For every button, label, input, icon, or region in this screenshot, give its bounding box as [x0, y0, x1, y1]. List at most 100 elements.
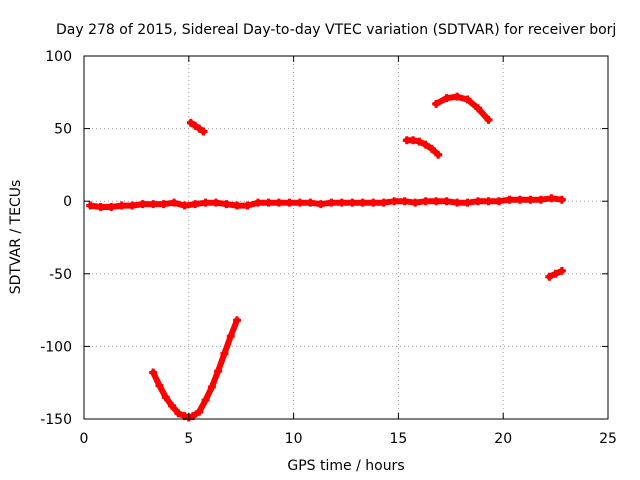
data-point — [159, 200, 168, 209]
data-point — [348, 198, 357, 207]
x-axis-label: GPS time / hours — [287, 458, 404, 474]
data-point — [545, 272, 554, 281]
data-point — [117, 201, 126, 210]
data-point — [536, 195, 545, 204]
y-tick-label: 50 — [54, 122, 72, 138]
data-point — [207, 383, 216, 392]
data-point — [128, 201, 137, 210]
data-points — [86, 92, 566, 422]
y-tick-label: -100 — [40, 339, 72, 355]
data-point — [415, 137, 424, 146]
data-point — [358, 198, 367, 207]
x-tick-label: 20 — [494, 431, 512, 447]
data-point — [379, 198, 388, 207]
x-tick-label: 25 — [599, 431, 617, 447]
chart-title: Day 278 of 2015, Sidereal Day-to-day VTE… — [56, 22, 616, 38]
data-point — [149, 200, 158, 209]
series-arc-1 — [186, 118, 208, 136]
series-arc-3 — [432, 92, 493, 124]
data-point — [557, 195, 566, 204]
data-point — [253, 198, 262, 207]
data-point — [174, 409, 183, 418]
data-point — [295, 198, 304, 207]
data-point — [484, 197, 493, 206]
data-point — [222, 200, 231, 209]
y-tick-label: -150 — [40, 412, 72, 428]
data-point — [161, 393, 170, 402]
data-point — [515, 195, 524, 204]
data-point — [369, 198, 378, 207]
data-point — [306, 198, 315, 207]
plot-frame — [83, 55, 609, 420]
data-point — [186, 118, 195, 127]
data-point — [421, 140, 430, 149]
data-point — [421, 197, 430, 206]
data-point — [551, 269, 560, 278]
data-point — [484, 115, 493, 124]
data-point — [411, 198, 420, 207]
data-point — [337, 198, 346, 207]
data-point — [191, 200, 200, 209]
x-tick-label: 0 — [80, 431, 89, 447]
data-point — [434, 150, 443, 159]
data-point — [495, 197, 504, 206]
data-point — [233, 316, 242, 325]
data-point — [316, 200, 325, 209]
data-point — [442, 197, 451, 206]
x-tick-label: 10 — [285, 431, 303, 447]
data-point — [107, 203, 116, 212]
series-arc-5 — [149, 316, 242, 422]
data-point — [432, 197, 441, 206]
data-point — [96, 203, 105, 212]
data-point — [168, 401, 177, 410]
data-point — [400, 197, 409, 206]
series-arc-4 — [545, 266, 566, 281]
data-point — [474, 197, 483, 206]
data-point — [149, 368, 158, 377]
data-point — [274, 198, 283, 207]
axis-ticks: 0 5 10 15 20 25 -150 -100 -50 0 50 100 — [40, 49, 617, 447]
data-point — [243, 201, 252, 210]
data-point — [453, 92, 462, 101]
data-point — [463, 95, 472, 104]
data-point — [214, 367, 223, 376]
data-point — [432, 99, 441, 108]
data-point — [557, 266, 566, 275]
x-tick-label: 5 — [184, 431, 193, 447]
data-point — [285, 198, 294, 207]
data-point — [138, 200, 147, 209]
data-point — [226, 332, 235, 341]
data-point — [191, 121, 200, 130]
data-point — [170, 198, 179, 207]
data-point — [547, 194, 556, 203]
data-point — [427, 144, 436, 153]
series-arc-2 — [402, 136, 443, 159]
data-point — [327, 198, 336, 207]
data-point — [195, 124, 204, 133]
data-point — [390, 197, 399, 206]
data-point — [201, 198, 210, 207]
series-baseline — [86, 194, 566, 212]
data-point — [233, 201, 242, 210]
data-point — [195, 407, 204, 416]
y-tick-label: 100 — [45, 49, 72, 65]
data-point — [155, 381, 164, 390]
x-tick-label: 15 — [389, 431, 407, 447]
data-point — [86, 201, 95, 210]
data-point — [220, 349, 229, 358]
y-tick-label: 0 — [63, 194, 72, 210]
data-point — [505, 195, 514, 204]
data-point — [453, 198, 462, 207]
y-tick-label: -50 — [49, 267, 72, 283]
data-point — [264, 198, 273, 207]
series-trace — [87, 195, 565, 210]
y-axis-label: SDTVAR / TECUs — [8, 180, 24, 295]
data-point — [180, 201, 189, 210]
data-point — [199, 127, 208, 136]
data-point — [526, 195, 535, 204]
data-point — [442, 94, 451, 103]
data-point — [212, 198, 221, 207]
data-point — [201, 396, 210, 405]
